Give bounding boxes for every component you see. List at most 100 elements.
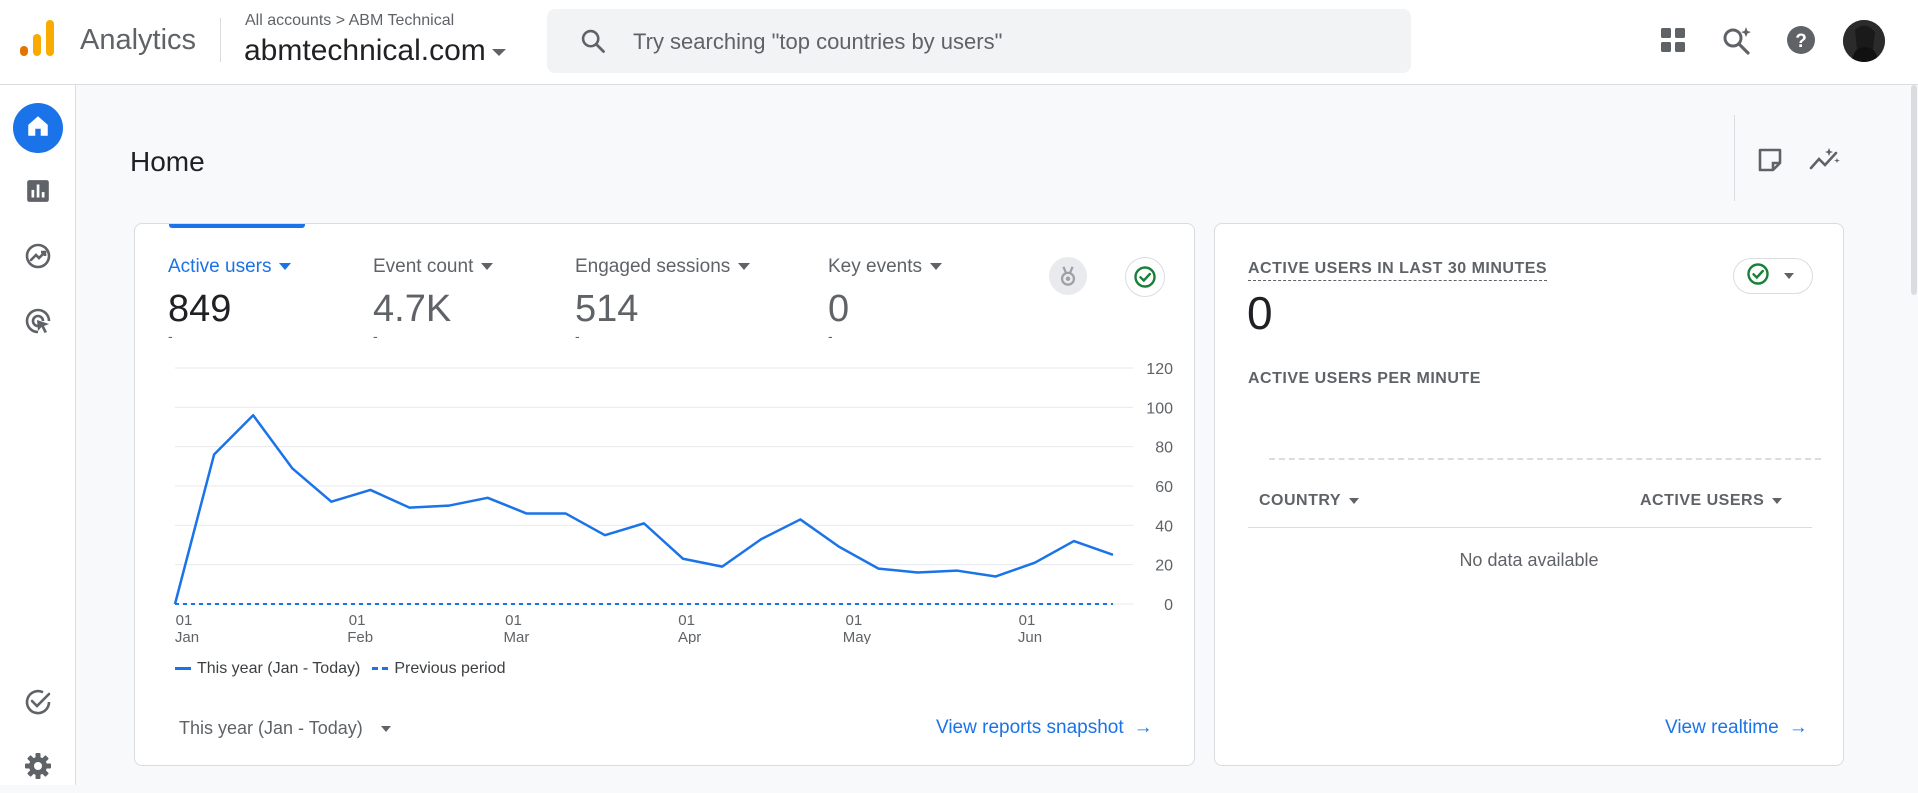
x-tick-day: 01 xyxy=(846,612,863,629)
caret-down-icon xyxy=(279,263,292,271)
account-selector[interactable]: abmtechnical.com xyxy=(244,34,506,68)
apps-grid-icon[interactable] xyxy=(1655,22,1691,58)
y-tick-label: 20 xyxy=(1155,558,1173,575)
x-tick-month: Feb xyxy=(347,629,373,644)
x-tick-day: 01 xyxy=(1019,612,1036,629)
caret-down-icon xyxy=(481,263,494,271)
advertising-target-icon xyxy=(24,307,52,340)
caret-down-icon xyxy=(1784,273,1794,279)
empty-state-message: No data available xyxy=(1459,550,1599,570)
legend-swatch-dashed xyxy=(372,667,389,671)
column-label: ACTIVE USERS xyxy=(1640,492,1765,509)
overview-card: Active users 849 - Event count 4.7K - En… xyxy=(134,223,1195,766)
insights-sparkline-icon[interactable] xyxy=(1807,142,1843,178)
metric-value: 514 xyxy=(575,288,639,330)
y-tick-label: 120 xyxy=(1146,361,1173,378)
caret-down-icon xyxy=(1349,497,1360,504)
metric-label: Key events xyxy=(828,256,922,277)
x-tick-month: Jun xyxy=(1018,629,1042,644)
user-avatar[interactable] xyxy=(1843,20,1885,62)
product-name: Analytics xyxy=(80,24,197,56)
legend-swatch-solid xyxy=(175,667,191,671)
search-input[interactable] xyxy=(631,23,1375,61)
y-tick-label: 0 xyxy=(1164,597,1173,614)
y-tick-label: 40 xyxy=(1155,518,1173,535)
active-users-chart: 02040608010012001Jan01Feb01Mar01Apr01May… xyxy=(173,361,1173,644)
y-tick-label: 80 xyxy=(1155,440,1173,457)
y-tick-label: 100 xyxy=(1146,400,1173,417)
analytics-logo-icon[interactable] xyxy=(18,20,58,60)
x-tick-month: Apr xyxy=(678,629,701,644)
search-bar[interactable] xyxy=(547,9,1411,73)
legend-label: This year (Jan - Today) xyxy=(197,660,361,677)
date-range-selector[interactable]: This year (Jan - Today) xyxy=(179,718,391,739)
x-tick-month: Mar xyxy=(504,629,530,644)
caret-down-icon xyxy=(930,263,942,271)
y-tick-label: 60 xyxy=(1155,479,1173,496)
metric-active-users[interactable]: Active users 849 - xyxy=(168,256,292,344)
svg-text:?: ? xyxy=(1795,31,1807,52)
date-range-label: This year (Jan - Today) xyxy=(179,718,363,738)
check-circle-icon xyxy=(24,688,52,721)
active-tab-indicator xyxy=(169,224,305,228)
left-nav xyxy=(0,85,76,785)
metric-key-events[interactable]: Key events 0 - xyxy=(828,256,942,344)
link-label: View reports snapshot xyxy=(936,717,1124,738)
x-tick-day: 01 xyxy=(505,612,522,629)
metric-value: 0 xyxy=(828,288,850,330)
caret-down-icon xyxy=(1772,497,1783,504)
nav-advertising[interactable] xyxy=(13,298,63,348)
breadcrumb[interactable]: All accounts > ABM Technical xyxy=(245,12,455,29)
page-title: Home xyxy=(130,146,205,177)
account-name: abmtechnical.com xyxy=(244,34,486,67)
arrow-right-icon: → xyxy=(1788,717,1808,738)
gear-icon xyxy=(24,752,52,785)
explore-icon xyxy=(24,242,52,275)
metric-engaged-sessions[interactable]: Engaged sessions 514 - xyxy=(575,256,751,344)
arrow-right-icon: → xyxy=(1133,717,1153,738)
chart-legend: This year (Jan - Today) Previous period xyxy=(175,660,506,678)
series-line-this-year xyxy=(173,413,1114,605)
insight-medal-icon[interactable] xyxy=(1049,257,1087,295)
legend-label: Previous period xyxy=(394,660,506,677)
annotation-note-icon[interactable] xyxy=(1752,142,1788,178)
data-quality-check-icon[interactable] xyxy=(1125,257,1165,297)
metric-event-count[interactable]: Event count 4.7K - xyxy=(373,256,494,343)
search-insights-icon[interactable] xyxy=(1719,22,1755,58)
realtime-card: ACTIVE USERS IN LAST 30 MINUTES 0 ACTIVE… xyxy=(1214,223,1844,766)
nav-home[interactable] xyxy=(13,103,63,153)
x-tick-month: Jan xyxy=(175,629,199,644)
nav-configure[interactable] xyxy=(13,679,63,729)
metric-change: - xyxy=(828,328,833,344)
x-tick-day: 01 xyxy=(349,612,366,629)
chevron-down-icon xyxy=(491,48,506,56)
x-tick-day: 01 xyxy=(678,612,695,629)
help-icon[interactable]: ? xyxy=(1783,22,1819,58)
check-circle-icon xyxy=(1746,262,1770,291)
view-realtime-link[interactable]: View realtime → xyxy=(1665,717,1808,739)
home-icon xyxy=(25,113,51,144)
column-header-country[interactable]: COUNTRY xyxy=(1259,492,1360,510)
metric-label: Active users xyxy=(168,256,272,277)
realtime-status-chip[interactable] xyxy=(1733,258,1813,294)
realtime-title[interactable]: ACTIVE USERS IN LAST 30 MINUTES xyxy=(1248,260,1548,281)
nav-admin[interactable] xyxy=(13,743,63,793)
link-label: View realtime xyxy=(1665,717,1779,738)
metric-change: - xyxy=(575,328,580,344)
legend-item-this-year: This year (Jan - Today) xyxy=(175,660,360,678)
nav-explore[interactable] xyxy=(13,233,63,283)
caret-down-icon xyxy=(738,263,751,271)
per-minute-empty-chart xyxy=(1269,458,1821,460)
column-header-active-users[interactable]: ACTIVE USERS xyxy=(1640,492,1783,510)
view-reports-snapshot-link[interactable]: View reports snapshot → xyxy=(936,717,1153,739)
caret-down-icon xyxy=(380,726,391,733)
x-tick-month: May xyxy=(843,629,872,644)
metric-change: - xyxy=(168,328,173,344)
column-label: COUNTRY xyxy=(1259,492,1342,509)
page-scrollbar[interactable] xyxy=(1911,85,1917,295)
realtime-subtitle: ACTIVE USERS PER MINUTE xyxy=(1248,370,1481,387)
metric-label: Engaged sessions xyxy=(575,256,731,277)
metric-value: 849 xyxy=(168,288,232,330)
metric-label: Event count xyxy=(373,256,474,277)
nav-reports[interactable] xyxy=(13,168,63,218)
